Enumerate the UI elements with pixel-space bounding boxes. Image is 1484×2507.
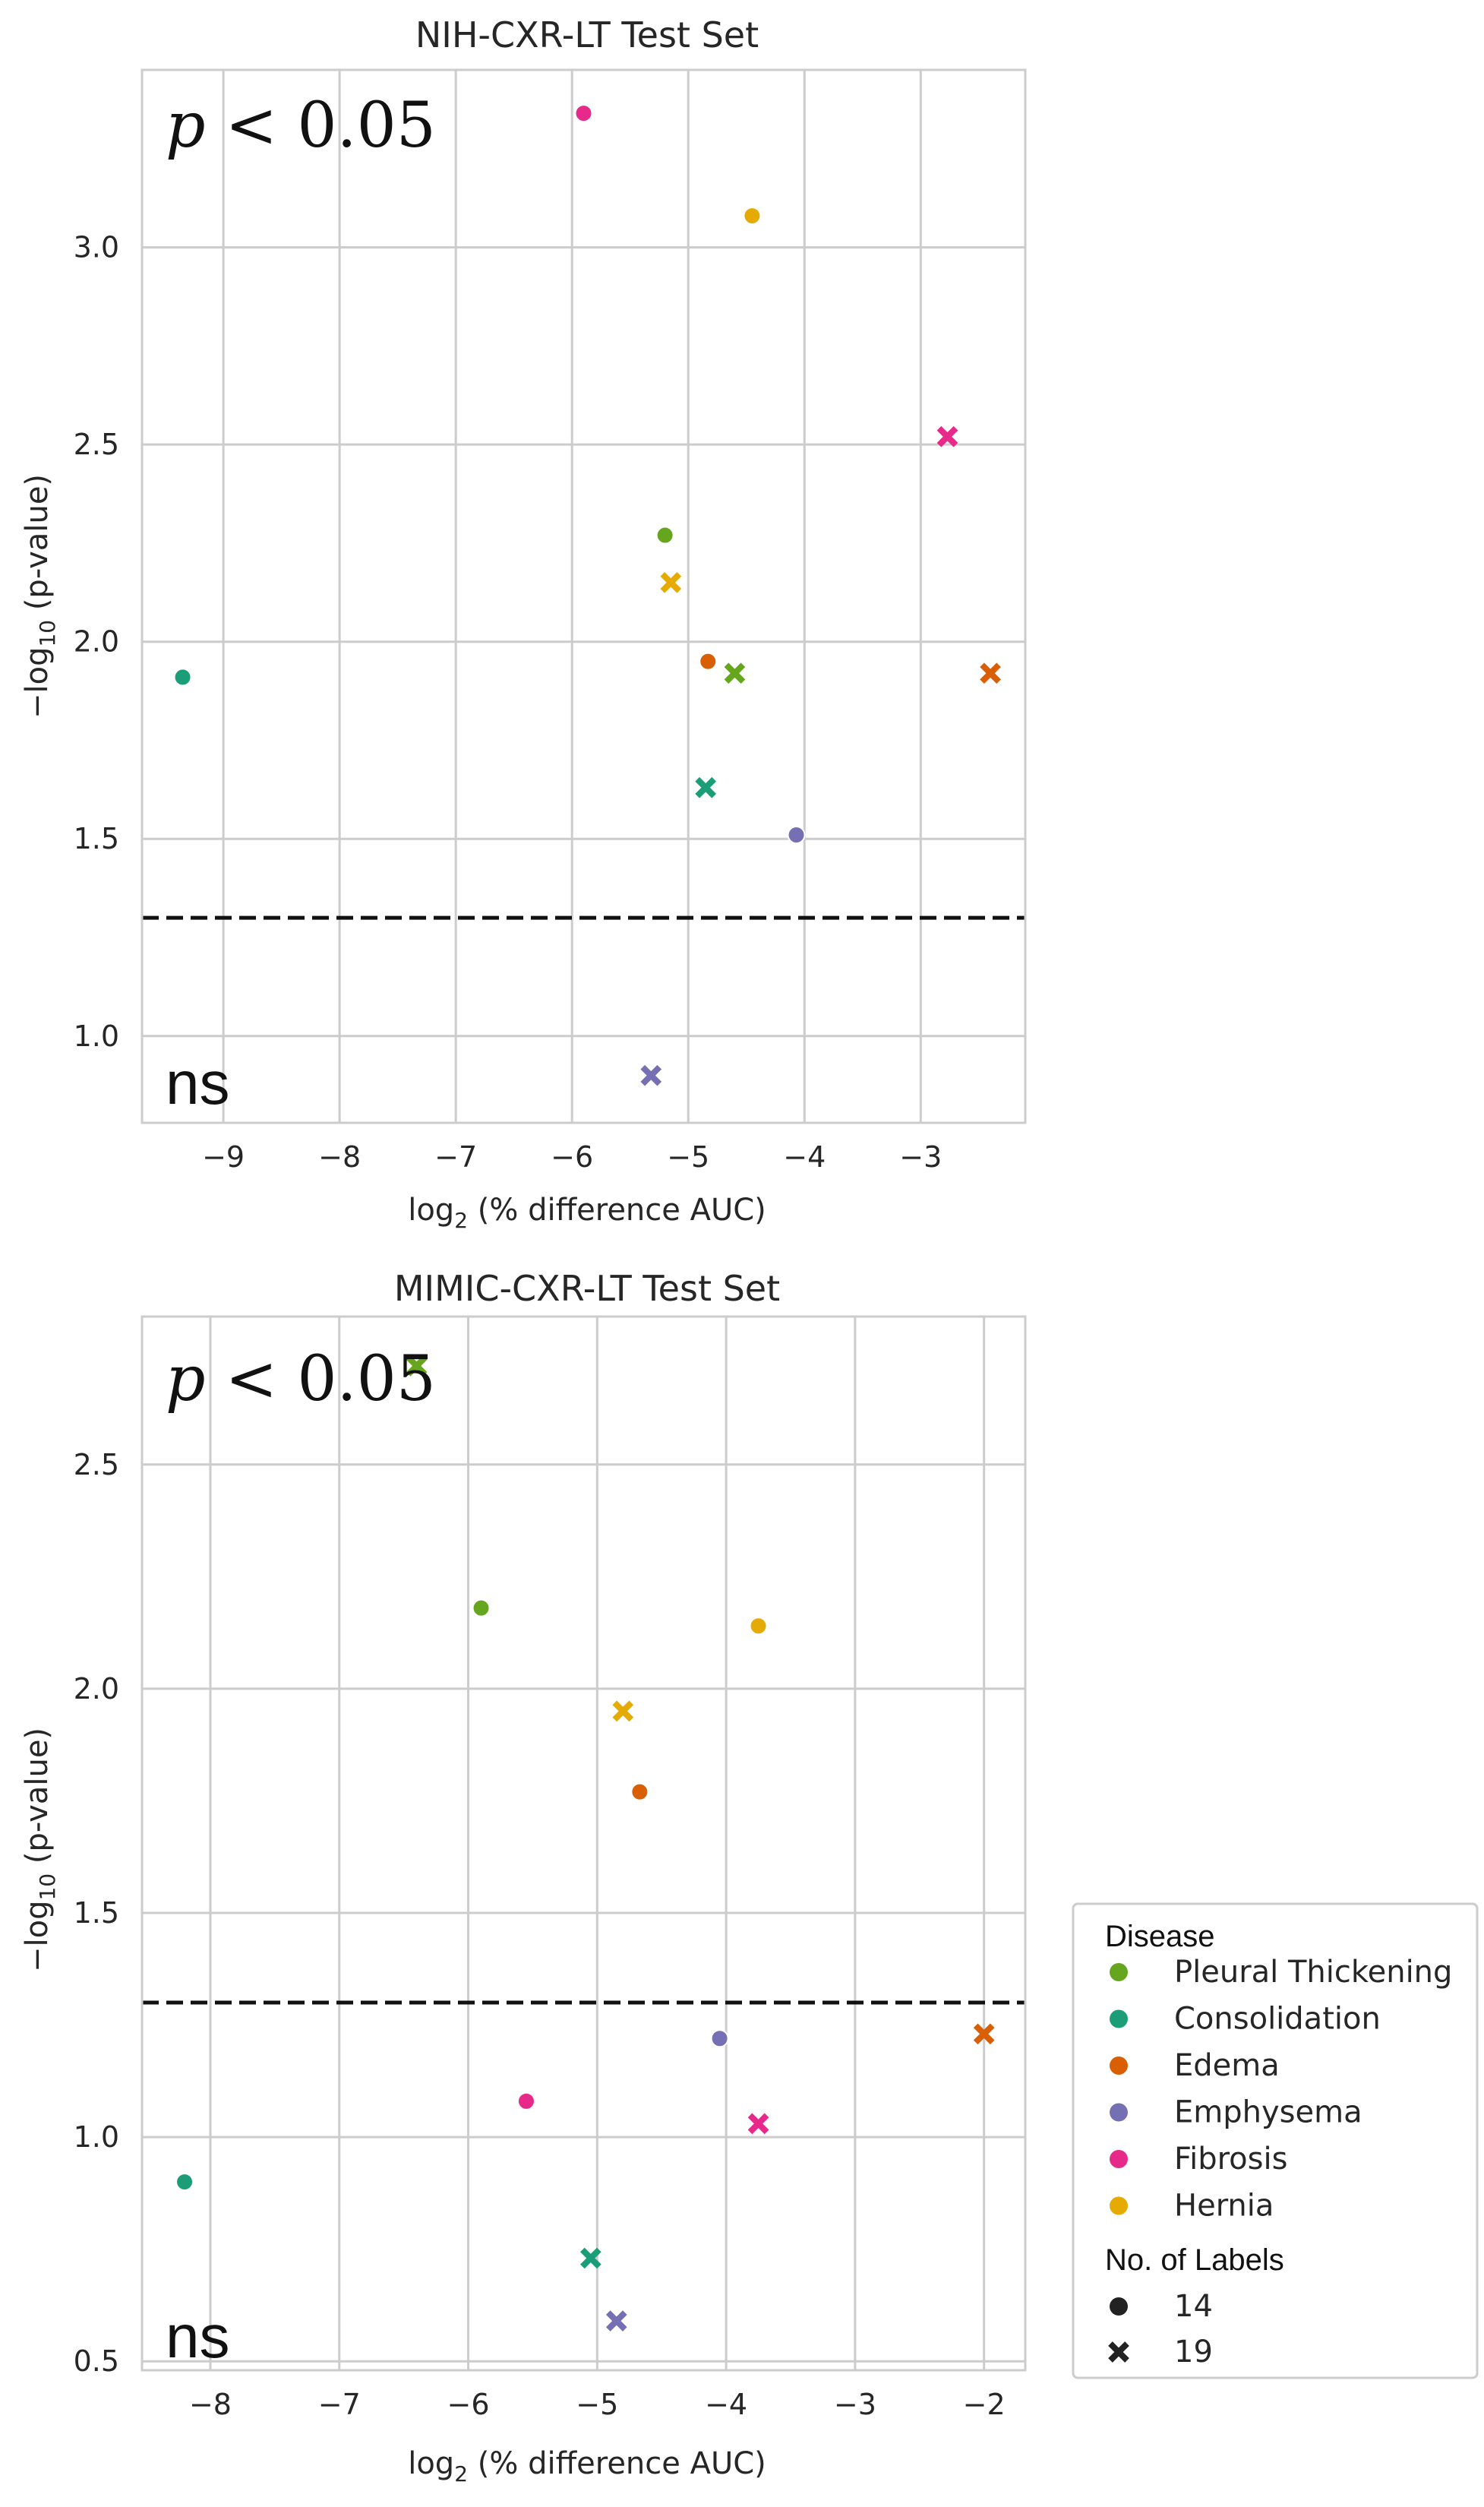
mimic-x-tick-label: −5 (576, 2388, 618, 2421)
nih-y-tick-label: 1.5 (74, 822, 119, 855)
mimic-point-fibrosis-19 (747, 2113, 769, 2135)
mimic-x-tick-label: −6 (447, 2388, 490, 2421)
mimic-grid (142, 1317, 1025, 2370)
nih-x-tick-label: −3 (899, 1140, 942, 1174)
legend-label-consolidation: Consolidation (1174, 2002, 1381, 2037)
mimic-x-axis-label: log2 (% difference AUC) (408, 2446, 766, 2486)
mimic-point-hernia-19 (612, 1700, 634, 1722)
mimic-y-tick-label: 2.0 (74, 1672, 119, 1706)
nih-x-tick-label: −6 (551, 1140, 593, 1174)
legend-label-pleural-thickening: Pleural Thickening (1174, 1955, 1452, 1990)
nih-point-consolidation-19 (695, 776, 717, 798)
legend: Disease Pleural Thickening Consolidation E… (1072, 1902, 1479, 2379)
legend-labels-title: No. of Labels (1105, 2243, 1284, 2277)
nih-points (173, 104, 1001, 1086)
nih-x-tick-label: −7 (434, 1140, 477, 1174)
legend-marker-circle-14 (1110, 2297, 1128, 2316)
legend-label-edema: Edema (1174, 2048, 1280, 2083)
mimic-point-pleural-thickening-14 (472, 1598, 491, 1617)
legend-label-count-19: 19 (1174, 2335, 1213, 2369)
mimic-y-ticks: 0.5 1.0 1.5 2.0 2.5 (74, 1448, 119, 2378)
mimic-point-emphysema-14 (710, 2029, 729, 2048)
legend-disease-entries: Pleural Thickening Consolidation Edema Emph… (1110, 1955, 1452, 2224)
mimic-points (175, 1355, 995, 2332)
nih-significance-label: p < 0.05 (166, 90, 436, 162)
mimic-point-emphysema-19 (605, 2310, 627, 2332)
mimic-y-axis-label: −log10 (p-value) (20, 1728, 60, 1972)
nih-y-ticks: 1.0 1.5 2.0 2.5 3.0 (74, 231, 119, 1053)
legend-marker-fibrosis (1110, 2150, 1128, 2168)
legend-frame (1072, 1902, 1479, 2379)
mimic-significance-label: p < 0.05 (166, 1343, 436, 1415)
nih-x-axis-label: log2 (% difference AUC) (408, 1193, 766, 1233)
mimic-ns-label: ns (166, 2303, 230, 2370)
nih-chart-title: NIH-CXR-LT Test Set (415, 14, 759, 55)
nih-point-hernia-14 (743, 207, 762, 226)
mimic-y-tick-label: 0.5 (74, 2344, 119, 2378)
mimic-point-hernia-14 (749, 1617, 768, 1636)
mimic-y-tick-label: 2.5 (74, 1448, 119, 1481)
nih-y-tick-label: 1.0 (74, 1020, 119, 1053)
mimic-point-pleural-thickening-19 (406, 1355, 428, 1377)
mimic-point-consolidation-19 (580, 2247, 601, 2269)
mimic-panel: MIMIC-CXR-LT Test Set −8 −7 −6 −5 −4 −3 −2 0.5… (20, 1268, 1027, 2486)
legend-marker-emphysema (1110, 2103, 1128, 2122)
legend-marker-hernia (1110, 2196, 1128, 2215)
legend-marker-edema (1110, 2056, 1128, 2075)
nih-point-emphysema-14 (787, 826, 806, 845)
nih-x-tick-label: −9 (202, 1140, 245, 1174)
nih-y-tick-label: 2.0 (74, 625, 119, 659)
nih-y-axis-label: −log10 (p-value) (20, 474, 60, 719)
nih-point-pleural-thickening-14 (655, 526, 674, 545)
mimic-y-tick-label: 1.5 (74, 1896, 119, 1930)
nih-x-tick-label: −5 (667, 1140, 709, 1174)
nih-ns-label: ns (166, 1049, 230, 1117)
mimic-x-tick-label: −3 (834, 2388, 876, 2421)
nih-y-tick-label: 2.5 (74, 428, 119, 461)
legend-marker-x-19 (1108, 2341, 1129, 2363)
mimic-plot-frame (141, 1315, 1027, 2372)
legend-label-emphysema: Emphysema (1174, 2095, 1362, 2130)
mimic-x-tick-label: −4 (705, 2388, 747, 2421)
mimic-point-consolidation-14 (175, 2173, 194, 2192)
nih-point-fibrosis-14 (574, 104, 593, 123)
nih-point-fibrosis-19 (936, 425, 958, 447)
nih-point-hernia-19 (660, 572, 682, 593)
mimic-chart-title: MIMIC-CXR-LT Test Set (394, 1268, 780, 1309)
mimic-point-edema-14 (630, 1782, 649, 1801)
mimic-x-tick-label: −8 (189, 2388, 232, 2421)
nih-point-edema-14 (699, 652, 718, 671)
legend-marker-pleural-thickening (1110, 1963, 1128, 1981)
nih-x-tick-label: −8 (318, 1140, 361, 1174)
nih-plot-frame (141, 68, 1027, 1124)
nih-x-ticks: −9 −8 −7 −6 −5 −4 −3 (202, 1140, 942, 1174)
mimic-point-fibrosis-14 (516, 2091, 535, 2110)
nih-point-pleural-thickening-19 (724, 662, 746, 684)
legend-label-count-14: 14 (1174, 2289, 1213, 2324)
mimic-point-edema-19 (973, 2023, 995, 2045)
mimic-x-tick-label: −7 (318, 2388, 361, 2421)
nih-x-tick-label: −4 (783, 1140, 826, 1174)
legend-disease-title: Disease (1105, 1920, 1215, 1953)
nih-point-emphysema-19 (640, 1064, 662, 1086)
mimic-x-tick-label: −2 (963, 2388, 1006, 2421)
legend-marker-consolidation (1110, 2009, 1128, 2028)
nih-point-edema-19 (980, 662, 1001, 684)
mimic-x-ticks: −8 −7 −6 −5 −4 −3 −2 (189, 2388, 1006, 2421)
nih-grid (142, 70, 1025, 1123)
mimic-y-tick-label: 1.0 (74, 2120, 119, 2154)
legend-label-fibrosis: Fibrosis (1174, 2142, 1287, 2177)
legend-label-hernia: Hernia (1174, 2189, 1274, 2224)
nih-y-tick-label: 3.0 (74, 231, 119, 264)
nih-panel: NIH-CXR-LT Test Set −9 −8 −7 −6 −5 −4 −3 1.01.… (20, 14, 1027, 1233)
nih-point-consolidation-14 (173, 668, 192, 687)
